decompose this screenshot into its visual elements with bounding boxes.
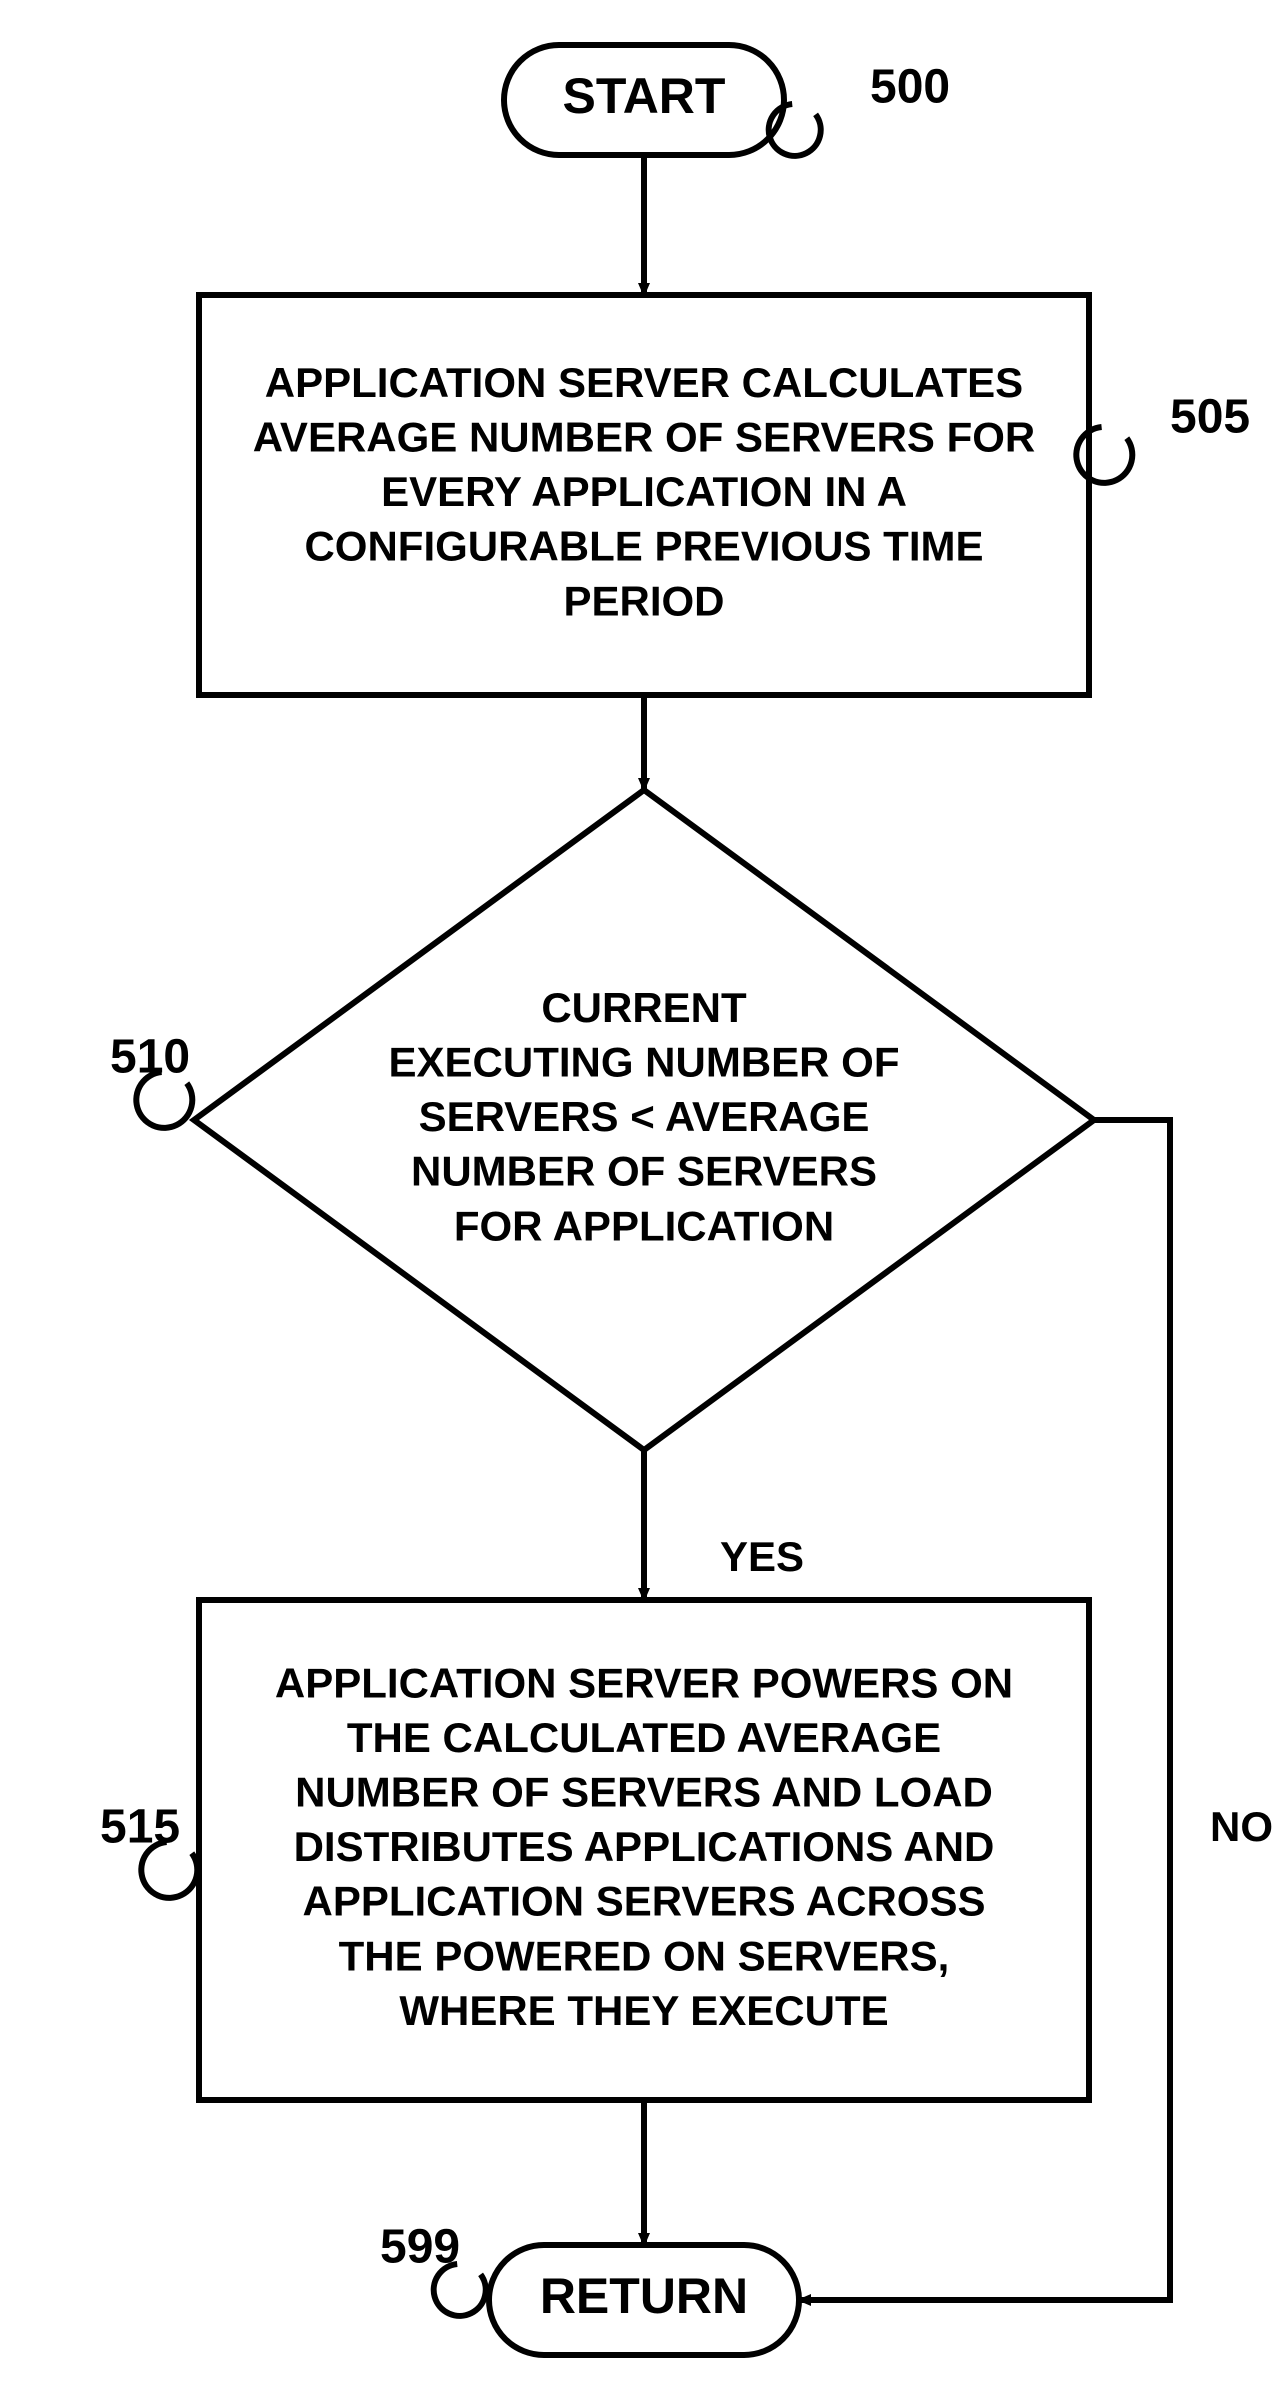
node-text-line: WHERE THEY EXECUTE <box>399 1987 888 2034</box>
pill-node: START <box>504 45 784 155</box>
rect-node: APPLICATION SERVER POWERS ON THE CALCULAT… <box>199 1600 1089 2100</box>
node-text-line: THE POWERED ON SERVERS, <box>339 1932 950 1979</box>
node-text-line: APPLICATION SERVERS ACROSS <box>303 1878 986 1925</box>
node-text-line: APPLICATION SERVER CALCULATES <box>265 359 1023 406</box>
node-text-line: NUMBER OF SERVERS AND LOAD <box>295 1768 993 1815</box>
node-text-line: NUMBER OF SERVERS <box>411 1148 877 1195</box>
node-text-line: SERVERS < AVERAGE <box>419 1093 870 1140</box>
ref-label: 599 <box>380 2221 460 2274</box>
edge-label: YES <box>720 1533 804 1580</box>
ref-label: 500 <box>870 61 950 114</box>
node-text-line: PERIOD <box>563 577 724 624</box>
node-text: RETURN <box>540 2268 748 2324</box>
node-text: START <box>563 68 726 124</box>
pill-node: RETURN <box>489 2245 799 2355</box>
ref-label: 510 <box>110 1031 190 1084</box>
node-text-line: EXECUTING NUMBER OF <box>388 1038 899 1085</box>
node-text-line: APPLICATION SERVER POWERS ON <box>275 1659 1013 1706</box>
ref-label: 505 <box>1170 391 1250 444</box>
node-text-line: CURRENT <box>541 984 747 1031</box>
ref-label: 515 <box>100 1801 180 1854</box>
edge-label: NO <box>1210 1803 1273 1850</box>
rect-node: APPLICATION SERVER CALCULATES AVERAGE NUM… <box>199 295 1089 695</box>
node-text-line: DISTRIBUTES APPLICATIONS AND <box>294 1823 995 1870</box>
node-text-line: FOR APPLICATION <box>454 1202 834 1249</box>
node-text-line: AVERAGE NUMBER OF SERVERS FOR <box>253 413 1036 460</box>
node-text-line: THE CALCULATED AVERAGE <box>347 1714 941 1761</box>
node-text-line: EVERY APPLICATION IN A <box>381 468 907 515</box>
node-text-line: CONFIGURABLE PREVIOUS TIME <box>304 523 983 570</box>
